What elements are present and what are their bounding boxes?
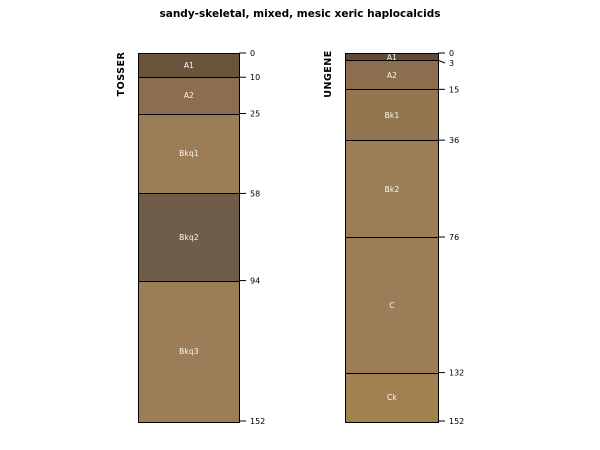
depth-label: 58 bbox=[250, 189, 260, 198]
horizon-label: A2 bbox=[183, 91, 195, 101]
depth-axis: 0 10 25 58 94 152 bbox=[239, 49, 265, 426]
depth-label: 0 bbox=[449, 49, 454, 58]
horizon: A1 bbox=[346, 52, 438, 62]
horizon-label: Bkq3 bbox=[179, 347, 199, 357]
depth-label: 36 bbox=[449, 136, 459, 145]
plot-title: sandy-skeletal, mixed, mesic xeric haplo… bbox=[159, 8, 441, 20]
horizon: Bkq3 bbox=[139, 281, 239, 422]
horizon: C bbox=[346, 238, 438, 374]
depth-label: 3 bbox=[449, 59, 454, 68]
horizon-label: Ck bbox=[387, 393, 397, 403]
depth-tick bbox=[437, 59, 446, 64]
horizon: Bk2 bbox=[346, 141, 438, 238]
depth-label: 94 bbox=[250, 277, 260, 286]
horizon-label: Bk2 bbox=[384, 184, 400, 194]
horizon-label: A1 bbox=[183, 61, 195, 71]
horizon: Ck bbox=[346, 373, 438, 422]
horizon-label: Bk1 bbox=[384, 110, 400, 120]
depth-label: 15 bbox=[449, 85, 459, 94]
horizon: A1 bbox=[139, 54, 239, 79]
horizon-label: C bbox=[389, 300, 395, 310]
horizon-label: Bkq1 bbox=[179, 149, 199, 159]
horizon: Bkq2 bbox=[139, 194, 239, 282]
horizon-label: A1 bbox=[386, 52, 398, 62]
horizon: Bkq1 bbox=[139, 114, 239, 195]
horizon: A2 bbox=[346, 61, 438, 91]
profile-column: A1 A2 Bk1 Bk2 C Ck bbox=[345, 53, 439, 423]
depth-label: 152 bbox=[449, 417, 464, 426]
depth-label: 0 bbox=[250, 49, 255, 58]
depth-axis: 03 15 36 76 132 152 bbox=[437, 49, 464, 426]
depth-label: 132 bbox=[449, 369, 464, 378]
profile-id-label: TOSSER bbox=[116, 51, 127, 97]
horizon-label: A2 bbox=[386, 70, 398, 80]
horizon: A2 bbox=[139, 78, 239, 115]
profile-id-label: UNGENE bbox=[323, 50, 334, 98]
depth-label: 152 bbox=[250, 417, 265, 426]
horizon-label: Bkq2 bbox=[179, 232, 199, 242]
depth-label: 25 bbox=[250, 110, 260, 119]
depth-label: 76 bbox=[449, 233, 459, 242]
horizon: Bk1 bbox=[346, 90, 438, 142]
profile-column: A1 A2 Bkq1 Bkq2 Bkq3 bbox=[138, 53, 240, 423]
depth-label: 10 bbox=[250, 73, 260, 82]
